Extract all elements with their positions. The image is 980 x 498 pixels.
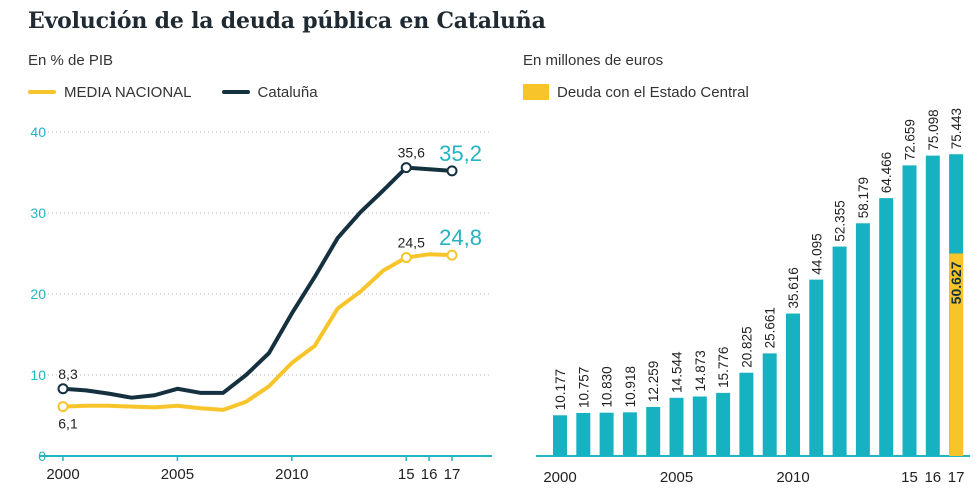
bar-value-label: 10.830	[600, 366, 615, 407]
bar-value-label: 15.776	[716, 347, 731, 388]
bar-x-tick-label: 15	[901, 469, 918, 486]
highlight-value-label: 50.627	[948, 261, 964, 304]
bar-value-label: 10.918	[623, 366, 638, 407]
y-tick-label: 40	[30, 124, 46, 140]
series-line-media-nacional	[61, 252, 454, 412]
y-tick-label: 10	[30, 367, 46, 383]
bar-highlight-deuda-estado	[949, 253, 964, 456]
bar-2001	[576, 412, 591, 456]
value-label: 24,5	[398, 235, 425, 251]
bar-x-tick-label: 2005	[660, 469, 693, 486]
line-chart: 0102030402000200520101516178,36,135,624,…	[30, 124, 492, 483]
bar-2008	[739, 372, 754, 456]
bar-2003	[622, 412, 637, 456]
data-point-marker	[446, 165, 458, 177]
x-tick-label: 15	[398, 466, 415, 483]
bar-2015	[902, 165, 917, 456]
bar-value-label: 10.757	[576, 367, 591, 408]
legend-label-media-nacional: MEDIA NACIONAL	[64, 83, 192, 101]
left-legend: MEDIA NACIONAL Cataluña	[28, 82, 348, 102]
bar-value-label: 14.544	[670, 351, 685, 393]
bar-2002	[599, 412, 614, 456]
y-tick-label: 30	[30, 205, 46, 221]
bar-2006	[692, 396, 707, 456]
data-point-marker	[57, 383, 69, 395]
bar-value-label: 44.095	[809, 233, 824, 274]
chart-title: Evolución de la deuda pública en Cataluñ…	[28, 8, 546, 34]
data-point-marker	[57, 401, 69, 413]
bar-2011	[809, 279, 824, 456]
legend-swatch-media-nacional	[28, 90, 56, 94]
bar-chart: 10.177 10.757 10.830 10.918 12.259 14.544 14.8…	[536, 108, 970, 486]
bar-value-label: 64.466	[879, 152, 894, 193]
data-point-marker	[446, 249, 458, 261]
bar-x-tick-label: 16	[924, 469, 941, 486]
bar-x-tick-label: 2000	[543, 469, 576, 486]
bar-2007	[716, 392, 731, 456]
bar-x-tick-label: 17	[948, 469, 965, 486]
x-tick-label: 16	[421, 466, 438, 483]
left-chart-unit: En % de PIB	[28, 52, 114, 69]
data-point-marker	[400, 252, 412, 264]
bar-value-label: 20.825	[739, 326, 754, 367]
end-value-label: 35,2	[439, 141, 482, 166]
bar-value-label: 12.259	[646, 361, 661, 402]
legend-item-cataluna: Cataluña	[221, 83, 318, 101]
legend-swatch-deuda-estado	[523, 84, 549, 100]
x-tick-label: 2000	[46, 466, 79, 483]
bar-2004	[646, 406, 661, 456]
legend-label-cataluna: Cataluña	[257, 83, 318, 101]
bar-2009	[762, 353, 777, 456]
bar-x-tick-label: 2010	[776, 469, 809, 486]
right-chart-unit: En millones de euros	[523, 52, 664, 69]
bar-value-label: 75.098	[926, 109, 941, 150]
bar-value-label: 72.659	[903, 119, 918, 160]
value-label: 6,1	[58, 416, 78, 432]
right-legend: Deuda con el Estado Central	[523, 82, 779, 102]
x-tick-label: 17	[444, 466, 461, 483]
bar-value-label: 75.443	[949, 108, 964, 149]
bar-2005	[669, 397, 684, 456]
bar-value-label: 35.616	[786, 267, 801, 308]
bar-2013	[855, 223, 870, 456]
legend-item-media-nacional: MEDIA NACIONAL	[28, 84, 192, 101]
value-label: 8,3	[58, 366, 78, 382]
bar-value-label: 52.355	[833, 200, 848, 241]
series-line-catalu-a	[61, 165, 454, 400]
bar-value-label: 14.873	[693, 350, 708, 391]
end-value-label: 24,8	[439, 225, 482, 250]
x-tick-label: 2010	[275, 466, 308, 483]
bar-2010	[786, 313, 800, 456]
bar-2012	[832, 246, 847, 456]
legend-swatch-cataluna	[221, 90, 250, 94]
bar-2000	[553, 415, 567, 456]
bar-value-label: 25.661	[763, 307, 778, 348]
x-tick-label: 2005	[161, 466, 194, 483]
y-tick-label: 20	[30, 286, 46, 302]
value-label: 35,6	[398, 145, 425, 161]
data-point-marker	[400, 162, 412, 174]
bar-value-label: 10.177	[553, 369, 568, 410]
legend-item-deuda-estado: Deuda con el Estado Central	[523, 84, 749, 101]
bar-value-label: 58.179	[856, 177, 871, 218]
legend-label-deuda-estado: Deuda con el Estado Central	[557, 83, 749, 101]
bar-2016	[925, 155, 940, 456]
bar-2014	[879, 198, 894, 457]
